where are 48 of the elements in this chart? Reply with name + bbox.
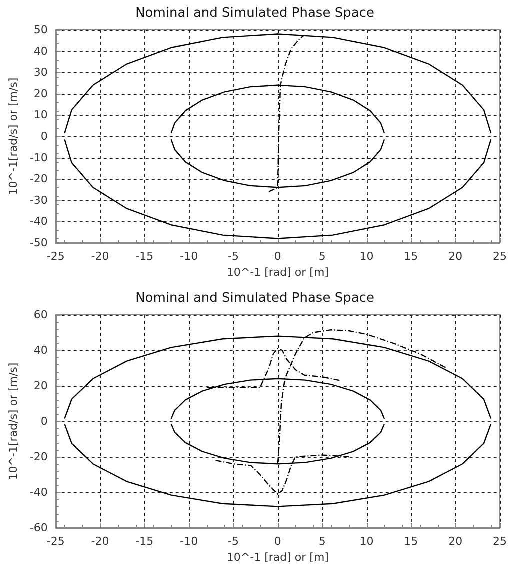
y-tick-label: -50 <box>30 236 48 250</box>
x-tick-label: -5 <box>228 250 240 263</box>
x-tick-label: -15 <box>136 535 154 548</box>
x-tick-label: 5 <box>318 535 326 548</box>
y-tick-label: -10 <box>30 151 48 164</box>
x-tick-label: 15 <box>404 250 418 263</box>
y-tick-label: -60 <box>30 522 48 534</box>
x-tick-label: -5 <box>228 535 240 548</box>
x-tick-label: 10 <box>360 250 374 263</box>
x-tick-label: 20 <box>448 535 463 548</box>
y-tick-label: 40 <box>34 344 48 357</box>
line-series <box>64 139 492 240</box>
x-tick-label: 15 <box>404 535 418 548</box>
x-tick-label: -10 <box>180 250 198 263</box>
y-axis-title: 10^-1[rad/s] or [m/s] <box>7 78 20 196</box>
y-tick-label: -20 <box>30 450 48 464</box>
x-tick-label: 20 <box>448 250 463 263</box>
y-tick-label: 20 <box>34 380 48 392</box>
x-tick-label: 0 <box>274 535 282 548</box>
y-tick-label: 50 <box>34 24 48 36</box>
y-tick-label: 0 <box>40 130 48 143</box>
x-tick-label: -10 <box>180 535 198 548</box>
line-series <box>64 424 492 508</box>
y-tick-label: -40 <box>30 486 48 499</box>
y-tick-label: -40 <box>30 215 48 228</box>
x-tick-label: -25 <box>46 535 65 548</box>
x-tick-label: 0 <box>274 250 282 263</box>
chart-title: Nominal and Simulated Phase Space <box>136 6 374 21</box>
y-tick-label: -30 <box>30 194 48 207</box>
x-axis-title: 10^-1 [rad] or [m] <box>226 266 329 279</box>
x-tick-label: -20 <box>91 250 110 263</box>
x-tick-label: -15 <box>136 250 154 263</box>
y-tick-label: 30 <box>34 66 48 80</box>
x-tick-label: -20 <box>91 535 110 548</box>
x-tick-label: -25 <box>46 250 65 263</box>
y-tick-label: 40 <box>34 44 48 58</box>
x-tick-label: 10 <box>360 535 374 548</box>
y-tick-label: 0 <box>40 415 48 428</box>
x-tick-label: 5 <box>318 250 326 263</box>
y-axis-title: 10^-1[rad/s] or [m/s] <box>7 362 20 480</box>
y-tick-label: 10 <box>34 108 48 122</box>
y-tick-label: 20 <box>34 87 48 100</box>
x-tick-label: 25 <box>493 535 507 548</box>
chart-title: Nominal and Simulated Phase Space <box>136 291 374 306</box>
x-tick-label: 25 <box>493 250 507 263</box>
x-axis-title: 10^-1 [rad] or [m] <box>226 550 329 564</box>
y-tick-label: -20 <box>30 172 48 186</box>
y-tick-label: 60 <box>34 308 48 322</box>
